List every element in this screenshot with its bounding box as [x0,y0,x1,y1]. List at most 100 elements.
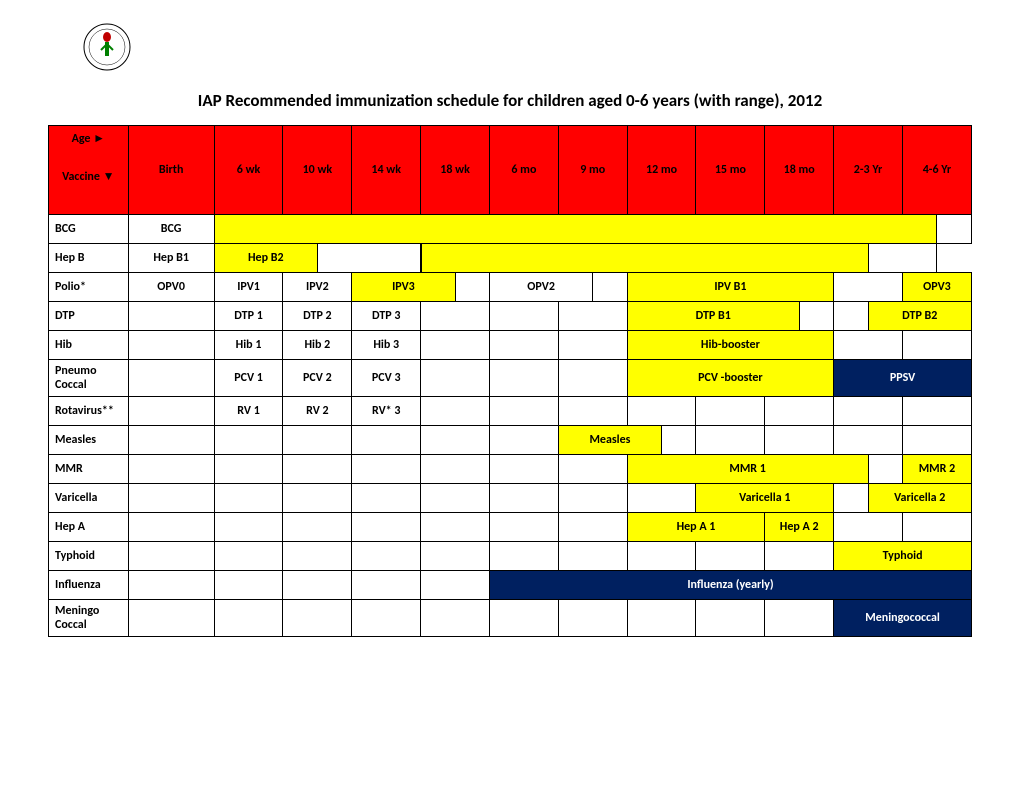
cell [627,542,696,571]
vaccine-label: Influenza [49,571,129,600]
cell [352,426,421,455]
cell-ipv1: IPV1 [214,273,283,302]
cell-dtp2: DTP 2 [283,302,352,331]
cell [128,455,214,484]
cell-dtpb2: DTP B2 [868,302,971,331]
cell [627,397,696,426]
col-12mo: 12 mo [627,126,696,215]
cell-rv2: RV 2 [283,397,352,426]
col-14wk: 14 wk [352,126,421,215]
cell [489,455,558,484]
cell-bcg-range [214,215,937,244]
cell-pcv3: PCV 3 [352,360,421,397]
cell [765,542,834,571]
vaccine-label: MMR [49,455,129,484]
cell [834,273,903,302]
cell [421,302,490,331]
cell [421,331,490,360]
cell [489,397,558,426]
cell-opv0: OPV0 [128,273,214,302]
row-typhoid: Typhoid Typhoid [49,542,972,571]
cell [489,513,558,542]
cell-hib2: Hib 2 [283,331,352,360]
row-measles: Measles Measles [49,426,972,455]
cell-mmr2: MMR 2 [902,455,971,484]
cell [558,360,627,397]
cell [283,542,352,571]
cell-pcv2: PCV 2 [283,360,352,397]
cell [627,600,696,637]
row-varicella: Varicella Varicella 1 Varicella 2 [49,484,972,513]
cell [421,600,490,637]
age-label: Age ► [72,132,105,146]
cell [352,571,421,600]
cell-opv2: OPV2 [489,273,592,302]
cell-hib-booster: Hib-booster [627,331,833,360]
vaccine-label: Meningo Coccal [49,600,129,637]
vaccine-label: BCG [49,215,129,244]
cell [834,513,903,542]
cell [902,397,971,426]
cell-dtp1: DTP 1 [214,302,283,331]
cell-hepb2: Hep B2 [214,244,317,273]
immunization-schedule-table: Age ► Vaccine ▼ Birth 6 wk 10 wk 14 wk 1… [48,125,972,637]
cell [128,360,214,397]
header-corner: Age ► Vaccine ▼ [49,126,129,215]
cell-varicella2: Varicella 2 [868,484,971,513]
cell [868,455,902,484]
row-mmr: MMR MMR 1 MMR 2 [49,455,972,484]
cell [558,331,627,360]
cell [696,397,765,426]
col-6wk: 6 wk [214,126,283,215]
cell [696,600,765,637]
cell [902,331,971,360]
cell-hepb-birth: Hep B1 [128,244,214,273]
cell-ipvb1: IPV B1 [627,273,833,302]
cell [214,542,283,571]
cell [558,302,627,331]
cell [558,455,627,484]
row-polio: Polio* OPV0 IPV1 IPV2 IPV3 OPV2 IPV B1 O… [49,273,972,302]
cell [558,513,627,542]
cell [214,426,283,455]
cell [558,484,627,513]
cell-opv3: OPV3 [902,273,971,302]
vaccine-label: Typhoid [49,542,129,571]
vaccine-label: DTP [49,302,129,331]
cell-hib3: Hib 3 [352,331,421,360]
col-birth: Birth [128,126,214,215]
header-row: Age ► Vaccine ▼ Birth 6 wk 10 wk 14 wk 1… [49,126,972,215]
cell-measles: Measles [558,426,661,455]
cell [696,426,765,455]
cell [489,302,558,331]
page: IAP Recommended immunization schedule fo… [0,0,1020,788]
cell [317,244,420,273]
cell [868,244,937,273]
cell [421,360,490,397]
vaccine-label: Varicella [49,484,129,513]
cell [352,513,421,542]
cell [421,455,490,484]
cell-influenza: Influenza (yearly) [489,571,971,600]
cell [834,331,903,360]
cell [128,302,214,331]
row-hepa: Hep A Hep A 1 Hep A 2 [49,513,972,542]
cell [489,360,558,397]
cell [214,513,283,542]
vaccine-label: Vaccine ▼ [62,170,114,184]
iap-logo-icon [82,22,132,72]
cell [799,302,833,331]
cell [352,542,421,571]
cell-dtpb1: DTP B1 [627,302,799,331]
cell [489,542,558,571]
cell [214,600,283,637]
vaccine-label: Measles [49,426,129,455]
row-hib: Hib Hib 1 Hib 2 Hib 3 Hib-booster [49,331,972,360]
cell [128,426,214,455]
cell [283,571,352,600]
cell-hepa1: Hep A 1 [627,513,765,542]
cell-pcv1: PCV 1 [214,360,283,397]
cell [558,397,627,426]
cell [765,600,834,637]
cell [834,426,903,455]
